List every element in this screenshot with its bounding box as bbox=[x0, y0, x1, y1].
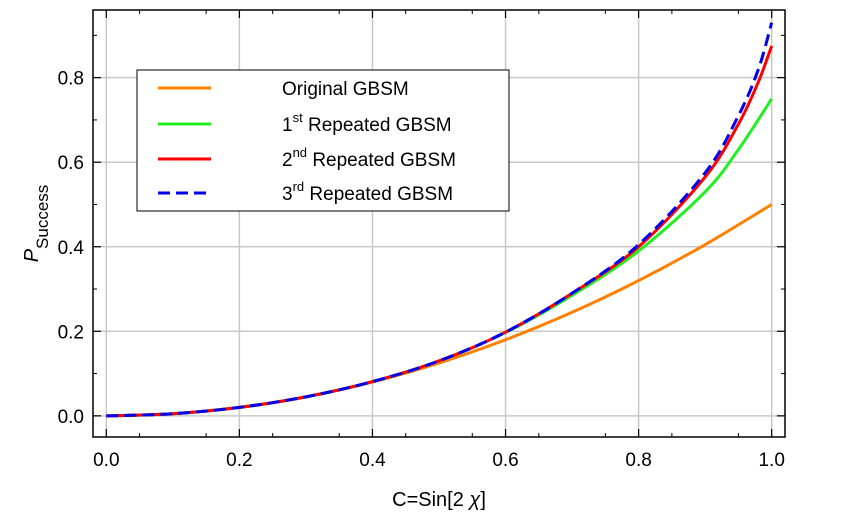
legend-label-3: 2nd Repeated GBSM bbox=[282, 145, 456, 171]
axis-ticks bbox=[93, 10, 785, 437]
legend-label-1: Original GBSM bbox=[282, 79, 409, 100]
plot-frame bbox=[92, 9, 786, 438]
series-line-1 bbox=[106, 203, 773, 418]
x-tick-label: 0.4 bbox=[359, 450, 386, 471]
y-tick-label: 0.6 bbox=[58, 153, 84, 174]
series-layer bbox=[106, 22, 774, 418]
x-tick-label: 0.0 bbox=[93, 450, 119, 471]
legend: Original GBSM 1st Repeated GBSM 2nd Repeat… bbox=[136, 69, 510, 212]
x-tick-label: 0.2 bbox=[226, 450, 252, 471]
y-axis-label: PSuccess bbox=[21, 185, 52, 263]
x-tick-label: 1.0 bbox=[758, 450, 784, 471]
legend-label-2: 1st Repeated GBSM bbox=[282, 110, 452, 136]
legend-box bbox=[136, 69, 510, 212]
x-tick-label: 0.8 bbox=[625, 450, 651, 471]
y-tick-label: 0.8 bbox=[58, 69, 84, 90]
y-tick-label: 0.0 bbox=[58, 407, 84, 428]
y-tick-label: 0.2 bbox=[58, 322, 84, 343]
series-line-4 bbox=[106, 22, 774, 418]
y-tick-label: 0.4 bbox=[58, 238, 85, 259]
tick-labels: 0.0 0.2 0.4 0.6 0.8 1.0 0.0 0.2 0.4 0.6 0.8 bbox=[58, 69, 785, 471]
x-axis-label: C=Sin[2 χ] bbox=[392, 489, 486, 511]
x-tick-label: 0.6 bbox=[492, 450, 518, 471]
legend-label-4: 3rd Repeated GBSM bbox=[282, 179, 453, 205]
